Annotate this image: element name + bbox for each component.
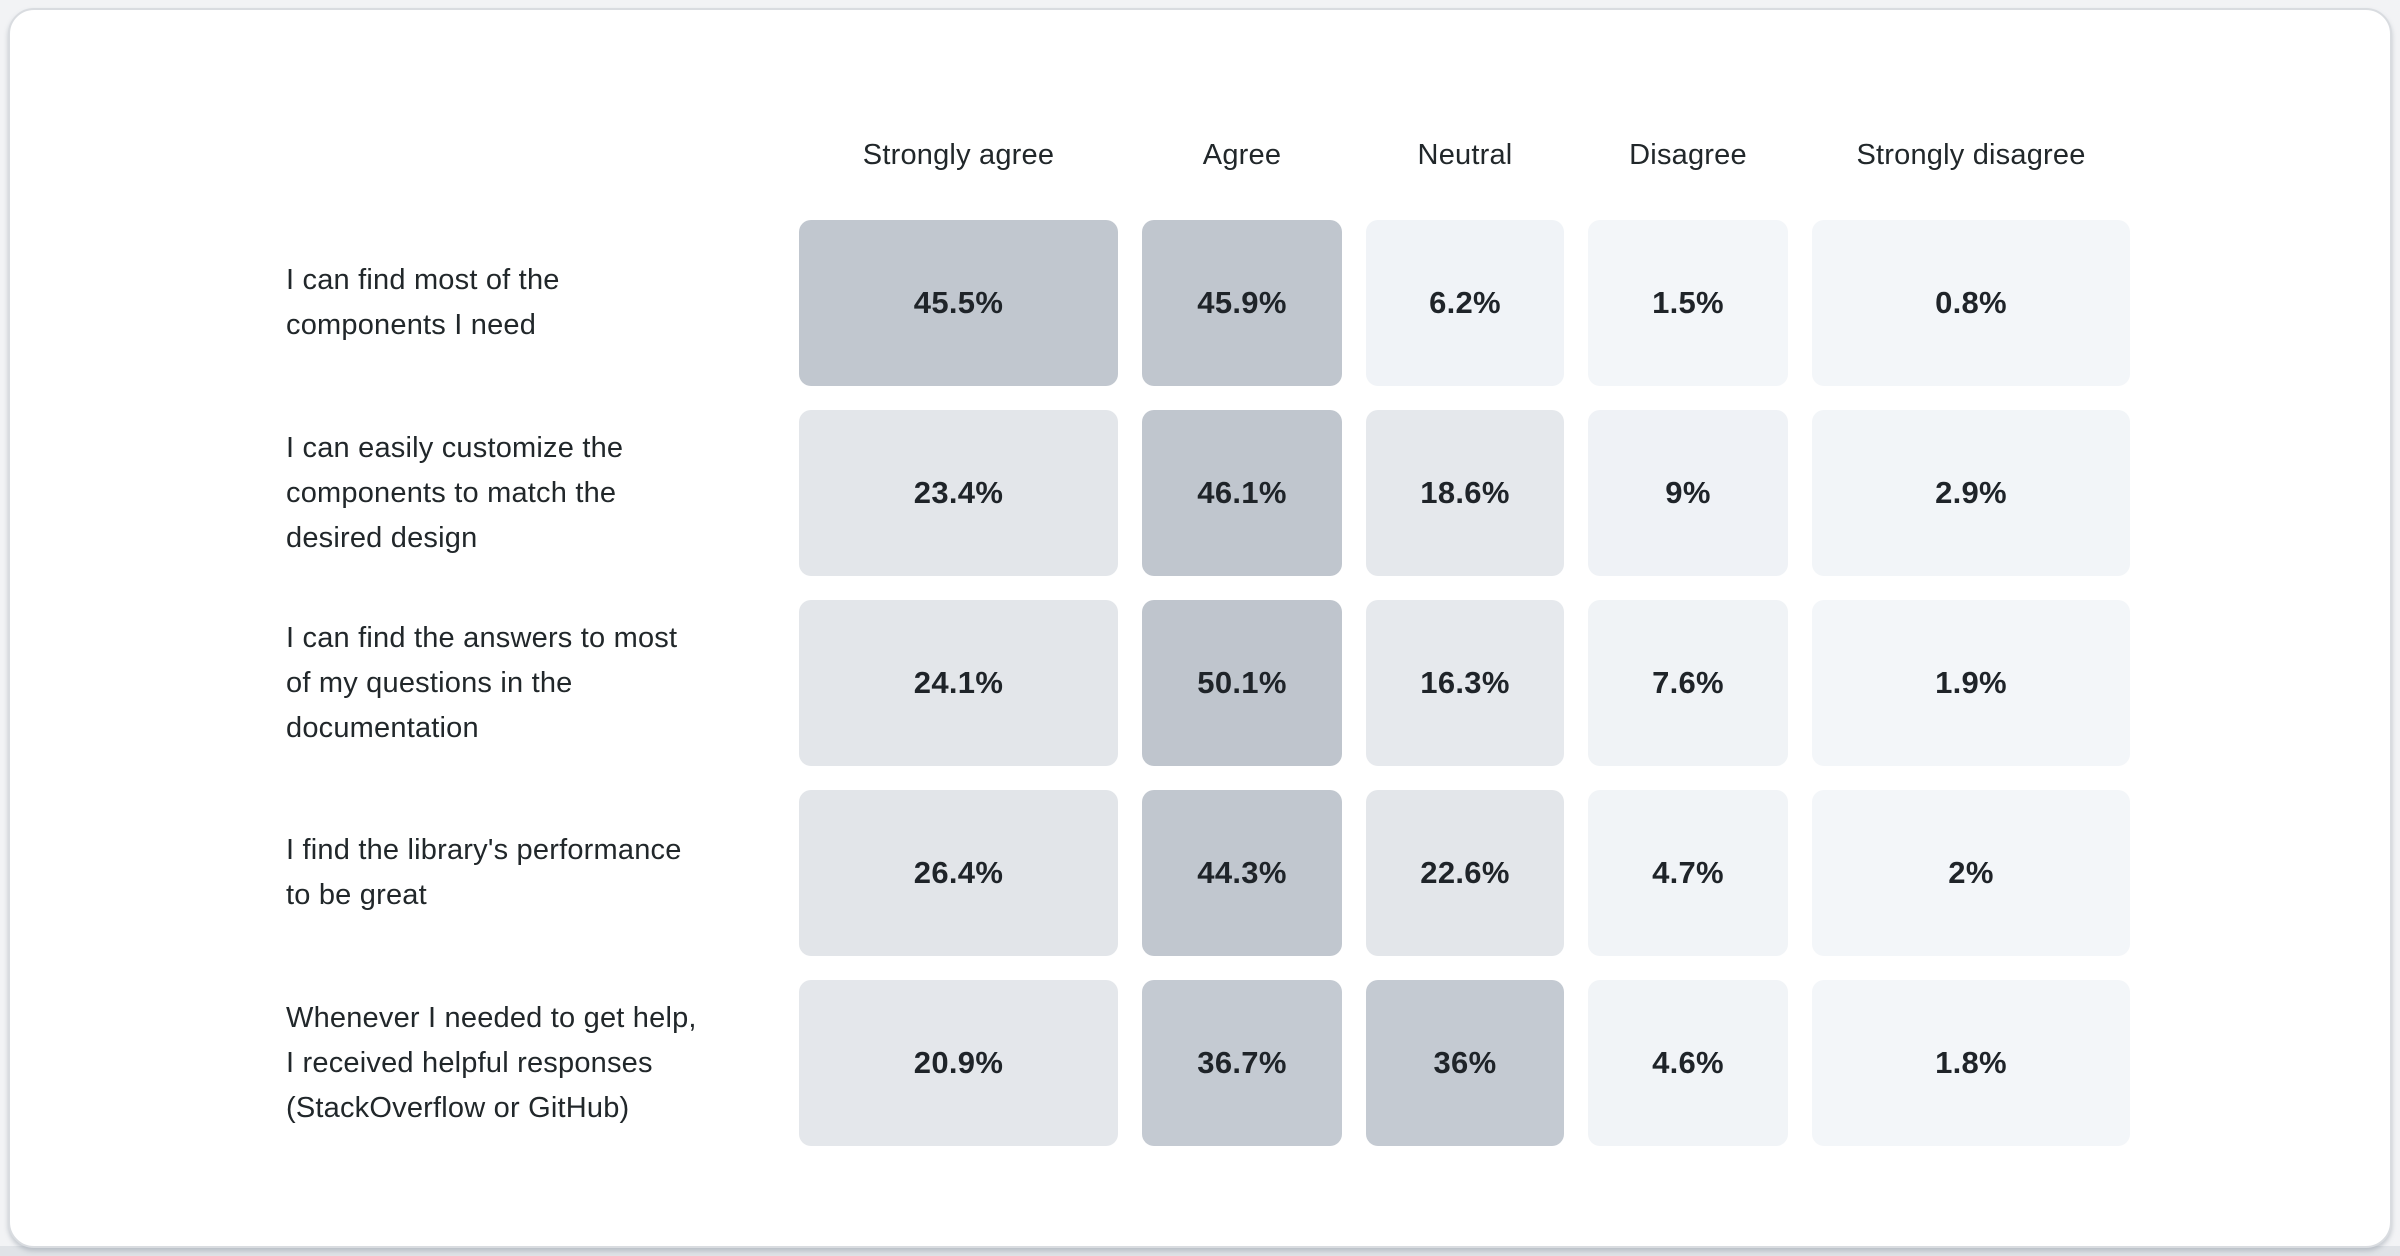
heatmap-cell: 50.1% — [1142, 600, 1342, 766]
heatmap-cell: 46.1% — [1142, 410, 1342, 576]
heatmap-cell: 6.2% — [1366, 220, 1564, 386]
heatmap-cell: 1.8% — [1812, 980, 2130, 1146]
heatmap-cell: 4.7% — [1588, 790, 1788, 956]
row-label: I can easily customize the components to… — [286, 431, 624, 554]
heatmap-cell: 16.3% — [1366, 600, 1564, 766]
header-spacer — [286, 115, 775, 196]
heatmap-cell: 0.8% — [1812, 220, 2130, 386]
row-label: I find the library's performance to be g… — [286, 834, 682, 911]
heatmap-cell: 44.3% — [1142, 790, 1342, 956]
heatmap-cell: 4.6% — [1588, 980, 1788, 1146]
heatmap-cell: 2.9% — [1812, 410, 2130, 576]
heatmap-cell: 36% — [1366, 980, 1564, 1146]
column-header-agree: Agree — [1202, 139, 1282, 171]
bottom-strip — [0, 1246, 2400, 1256]
column-header-disagree: Disagree — [1629, 139, 1747, 171]
heatmap-cell: 9% — [1588, 410, 1788, 576]
likert-table: Strongly agree Agree Neutral Disagree Strong… — [286, 115, 2130, 1146]
heatmap-cell: 18.6% — [1366, 410, 1564, 576]
column-header-neutral: Neutral — [1417, 139, 1513, 171]
heatmap-cell: 7.6% — [1588, 600, 1788, 766]
survey-heatmap-card: Strongly agree Agree Neutral Disagree Strong… — [8, 8, 2392, 1248]
heatmap-cell: 22.6% — [1366, 790, 1564, 956]
heatmap-cell: 26.4% — [799, 790, 1118, 956]
heatmap-cell: 1.5% — [1588, 220, 1788, 386]
row-label: Whenever I needed to get help, I receive… — [286, 1001, 697, 1124]
heatmap-cell: 36.7% — [1142, 980, 1342, 1146]
heatmap-cell: 45.5% — [799, 220, 1118, 386]
row-label: I can find the answers to most of my que… — [286, 621, 678, 744]
heatmap-cell: 23.4% — [799, 410, 1118, 576]
heatmap-cell: 2% — [1812, 790, 2130, 956]
heatmap-cell: 45.9% — [1142, 220, 1342, 386]
heatmap-cell: 24.1% — [799, 600, 1118, 766]
column-header-strongly-disagree: Strongly disagree — [1856, 139, 2086, 171]
heatmap-cell: 1.9% — [1812, 600, 2130, 766]
heatmap-cell: 20.9% — [799, 980, 1118, 1146]
column-header-strongly-agree: Strongly agree — [862, 139, 1055, 171]
row-label: I can find most of the components I need — [286, 264, 560, 341]
